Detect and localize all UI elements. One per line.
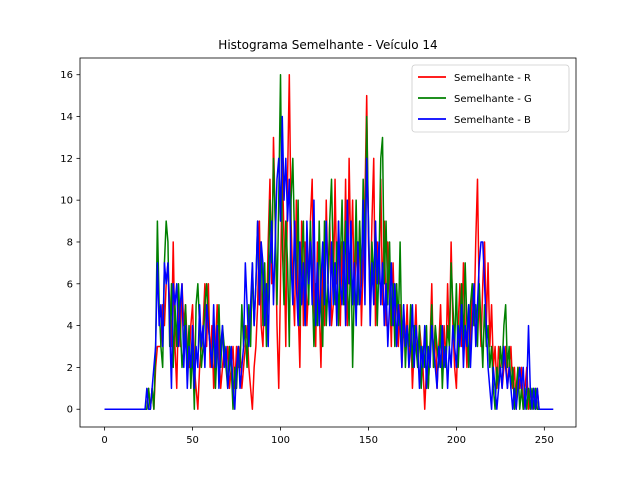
series-line-2 (104, 115, 554, 410)
y-tick-label: 4 (67, 321, 73, 332)
x-tick-label: 100 (271, 435, 290, 446)
chart-title: Histograma Semelhante - Veículo 14 (218, 38, 437, 52)
x-tick-label: 250 (535, 435, 554, 446)
legend-label-0: Semelhante - R (454, 73, 531, 84)
x-tick-label: 50 (186, 435, 199, 446)
y-tick-label: 2 (67, 363, 73, 374)
axes-frame (79, 57, 577, 428)
x-tick-label: 0 (101, 435, 107, 446)
plot-lines (104, 73, 554, 410)
legend: Semelhante - R Semelhante - G Semelhante -… (411, 64, 570, 133)
y-tick-label: 12 (60, 154, 73, 165)
legend-label-2: Semelhante - B (454, 115, 531, 126)
legend-box (411, 64, 570, 133)
legend-label-1: Semelhante - G (454, 94, 532, 105)
x-tick-label: 150 (359, 435, 378, 446)
y-axis: 0 2 4 6 8 10 12 14 16 (60, 70, 80, 416)
x-tick-label: 200 (447, 435, 466, 446)
y-tick-label: 16 (60, 70, 73, 81)
x-axis: 0 50 100 150 200 250 (101, 427, 554, 446)
y-tick-label: 6 (67, 279, 73, 290)
y-tick-label: 8 (67, 237, 73, 248)
y-tick-label: 10 (60, 196, 73, 207)
y-tick-label: 14 (60, 112, 73, 123)
y-tick-label: 0 (67, 405, 73, 416)
